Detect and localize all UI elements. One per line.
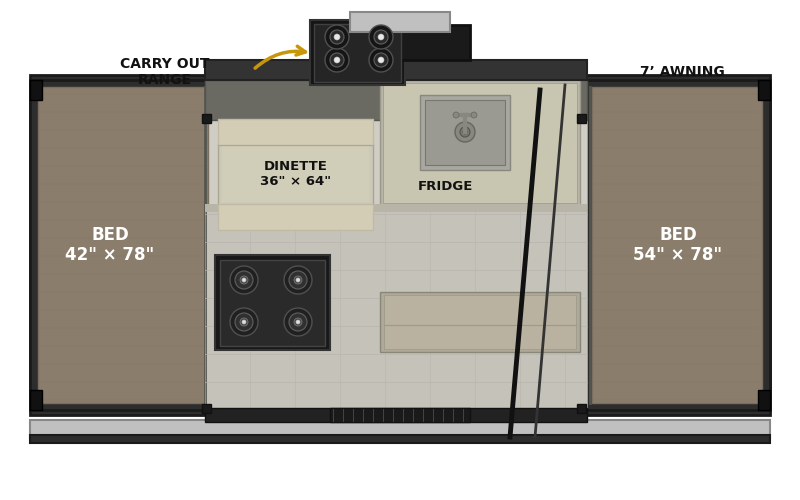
Bar: [758, 80, 770, 100]
Bar: [205, 204, 587, 212]
Circle shape: [378, 34, 384, 40]
Bar: [314, 24, 401, 82]
Bar: [30, 80, 215, 410]
Bar: [350, 12, 450, 32]
Bar: [310, 20, 405, 85]
Bar: [30, 80, 42, 100]
Circle shape: [294, 276, 302, 284]
Circle shape: [455, 122, 475, 142]
Text: CARRY OUT
RANGE: CARRY OUT RANGE: [120, 57, 210, 87]
Bar: [425, 100, 505, 165]
Bar: [222, 146, 369, 202]
Circle shape: [296, 278, 300, 282]
Bar: [30, 75, 770, 415]
Circle shape: [235, 313, 253, 331]
Circle shape: [330, 30, 344, 44]
Circle shape: [369, 25, 393, 49]
Bar: [758, 390, 770, 410]
Bar: [202, 114, 211, 123]
Bar: [205, 80, 587, 120]
Text: BED
42" × 78": BED 42" × 78": [66, 226, 154, 264]
Circle shape: [453, 112, 459, 118]
Text: FRIDGE: FRIDGE: [418, 180, 473, 194]
Circle shape: [242, 320, 246, 324]
Circle shape: [460, 127, 470, 137]
Text: 7’ AWNING: 7’ AWNING: [640, 65, 725, 79]
Bar: [380, 292, 580, 352]
Circle shape: [289, 271, 307, 289]
Bar: [330, 25, 470, 60]
Bar: [577, 114, 586, 123]
Circle shape: [471, 112, 477, 118]
Bar: [330, 408, 470, 422]
Bar: [30, 390, 42, 410]
Circle shape: [230, 308, 258, 336]
Bar: [218, 119, 373, 145]
Circle shape: [369, 48, 393, 72]
Circle shape: [334, 57, 340, 63]
Bar: [380, 80, 580, 205]
Bar: [205, 80, 587, 410]
Circle shape: [284, 308, 312, 336]
Circle shape: [334, 34, 340, 40]
Bar: [220, 260, 325, 346]
Bar: [205, 210, 587, 410]
Circle shape: [242, 278, 246, 282]
Bar: [30, 420, 770, 437]
Circle shape: [325, 25, 349, 49]
Circle shape: [294, 318, 302, 326]
Text: DINETTE
36" × 64": DINETTE 36" × 64": [261, 160, 331, 188]
Bar: [205, 408, 587, 422]
Bar: [215, 255, 330, 350]
Circle shape: [325, 48, 349, 72]
Circle shape: [235, 271, 253, 289]
Text: BED
54" × 78": BED 54" × 78": [634, 226, 722, 264]
Bar: [585, 80, 770, 410]
Circle shape: [374, 30, 388, 44]
Bar: [384, 295, 576, 349]
Circle shape: [284, 266, 312, 294]
Circle shape: [296, 320, 300, 324]
Bar: [202, 404, 211, 413]
Bar: [30, 435, 770, 443]
Bar: [592, 87, 762, 403]
Circle shape: [463, 130, 467, 134]
Bar: [38, 87, 208, 403]
Circle shape: [378, 57, 384, 63]
Circle shape: [240, 318, 248, 326]
Bar: [205, 60, 587, 80]
Bar: [577, 404, 586, 413]
Bar: [420, 95, 510, 170]
Circle shape: [230, 266, 258, 294]
Bar: [218, 204, 373, 230]
Bar: [383, 83, 577, 203]
Circle shape: [289, 313, 307, 331]
Circle shape: [330, 53, 344, 67]
Circle shape: [240, 276, 248, 284]
Bar: [218, 143, 373, 205]
Circle shape: [374, 53, 388, 67]
